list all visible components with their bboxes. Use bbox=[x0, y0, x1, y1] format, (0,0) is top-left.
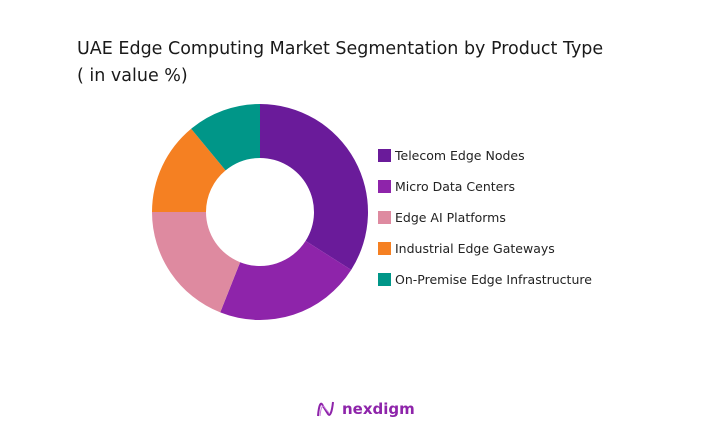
legend-item: Industrial Edge Gateways bbox=[378, 233, 592, 264]
legend-label: Telecom Edge Nodes bbox=[395, 148, 525, 163]
legend-swatch bbox=[378, 211, 391, 224]
chart-title: UAE Edge Computing Market Segmentation b… bbox=[77, 36, 603, 90]
legend-item: Telecom Edge Nodes bbox=[378, 140, 592, 171]
legend-swatch bbox=[378, 273, 391, 286]
brand-logo: nexdigm bbox=[316, 400, 415, 418]
slice-micro-data-centers bbox=[220, 240, 352, 320]
legend: Telecom Edge Nodes Micro Data Centers Edge… bbox=[378, 140, 592, 295]
legend-label: Micro Data Centers bbox=[395, 179, 516, 194]
legend-label: On-Premise Edge Infrastructure bbox=[395, 272, 592, 287]
legend-label: Industrial Edge Gateways bbox=[395, 241, 555, 256]
subtitle-text: ( in value %) bbox=[77, 66, 188, 86]
slice-on-premise-edge-infrastructure bbox=[191, 104, 260, 171]
legend-item: Micro Data Centers bbox=[378, 171, 592, 202]
legend-label: Edge AI Platforms bbox=[395, 210, 506, 225]
legend-item: Edge AI Platforms bbox=[378, 202, 592, 233]
brand-name: nexdigm bbox=[342, 400, 415, 418]
slice-edge-ai-platforms bbox=[152, 212, 241, 313]
legend-swatch bbox=[378, 242, 391, 255]
title-text: UAE Edge Computing Market Segmentation b… bbox=[77, 39, 604, 59]
nexdigm-logo-icon bbox=[317, 401, 334, 417]
legend-item: On-Premise Edge Infrastructure bbox=[378, 264, 592, 295]
slice-industrial-edge-gateways bbox=[152, 128, 226, 212]
legend-swatch bbox=[378, 180, 391, 193]
slice-telecom-edge-nodes bbox=[260, 104, 368, 270]
legend-swatch bbox=[378, 149, 391, 162]
